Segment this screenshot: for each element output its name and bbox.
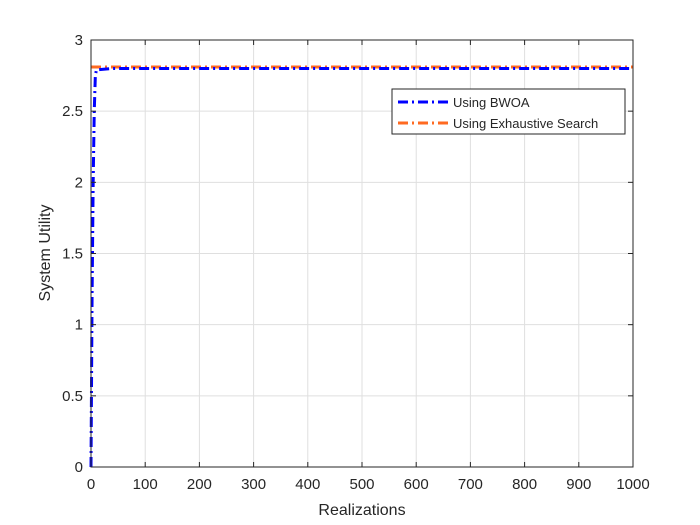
x-tick-label: 500 <box>349 476 374 493</box>
y-tick-label: 2.5 <box>62 103 83 120</box>
series-line-bwoa <box>89 66 633 468</box>
x-tick-label: 700 <box>458 476 483 493</box>
y-axis-label: System Utility <box>37 205 54 302</box>
y-tick-label: 0.5 <box>62 388 83 405</box>
x-tick-label: 0 <box>87 476 95 493</box>
axis-ticks: 0 100 200 300 400 500 600 700 800 900 1000 0 0.5 1 1.5… <box>62 32 650 493</box>
legend: Using BWOA Using Exhaustive Search <box>391 88 626 135</box>
y-tick-label: 0 <box>75 459 83 476</box>
x-tick-label: 900 <box>566 476 591 493</box>
x-tick-label: 600 <box>404 476 429 493</box>
x-tick-label: 200 <box>187 476 212 493</box>
legend-label-exhaustive: Using Exhaustive Search <box>453 116 598 131</box>
legend-label-bwoa: Using BWOA <box>453 95 530 110</box>
x-tick-label: 800 <box>512 476 537 493</box>
y-tick-label: 1.5 <box>62 246 83 263</box>
x-tick-label: 400 <box>295 476 320 493</box>
y-tick-label: 3 <box>75 32 83 49</box>
y-tick-label: 1 <box>75 317 83 334</box>
series-lines <box>89 65 633 468</box>
x-tick-label: 100 <box>133 476 158 493</box>
legend-box <box>391 88 626 135</box>
x-axis-label: Realizations <box>318 502 405 519</box>
x-tick-label: 300 <box>241 476 266 493</box>
x-tick-label: 1000 <box>616 476 649 493</box>
y-tick-label: 2 <box>75 174 83 191</box>
